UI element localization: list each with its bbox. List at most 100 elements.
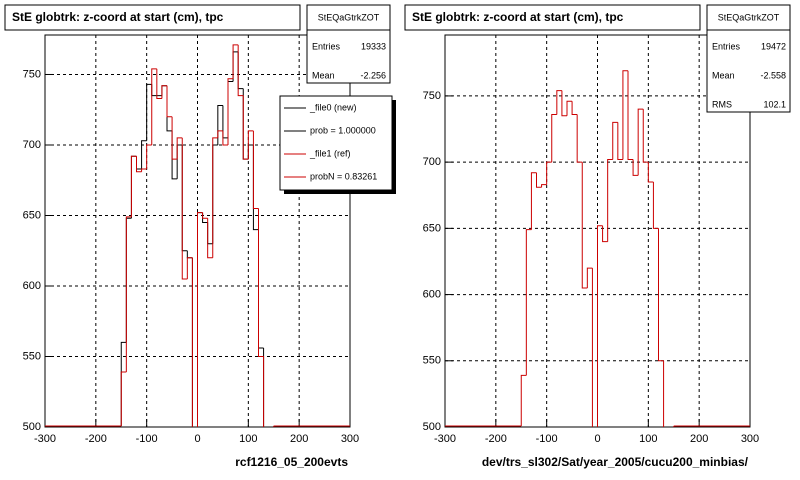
legend-note: prob = 1.000000 <box>310 125 376 135</box>
histogram-bin <box>607 158 613 242</box>
y-tick-label: 600 <box>23 280 41 292</box>
stats-label: Entries <box>312 41 341 51</box>
x-tick-label: 300 <box>741 433 759 445</box>
histogram-bin <box>536 172 542 188</box>
x-tick-label: 200 <box>690 433 708 445</box>
y-tick-label: 750 <box>23 68 41 80</box>
y-tick-label: 750 <box>423 90 441 102</box>
histogram-bin <box>202 212 208 219</box>
histogram-bin <box>242 95 249 160</box>
histogram-bin <box>602 225 608 243</box>
histogram-bin <box>530 172 537 230</box>
x-tick-label: -300 <box>434 433 456 445</box>
x-tick-label: -100 <box>136 433 158 445</box>
histogram-bin <box>263 356 265 427</box>
stats-value: 19472 <box>761 41 786 51</box>
histogram-bin <box>520 374 527 426</box>
stats-value: -2.256 <box>360 70 386 80</box>
histogram-bin <box>161 85 167 99</box>
x-tick-label: 300 <box>341 433 359 445</box>
histogram-bin <box>663 360 665 427</box>
histogram-bin <box>658 228 664 362</box>
histogram-bin <box>612 121 618 160</box>
histogram-bin <box>222 130 228 146</box>
histogram-bin <box>227 78 234 145</box>
legend-note: probN = 0.83261 <box>310 171 377 181</box>
histogram-bin <box>566 100 573 116</box>
x-tick-label: -200 <box>485 433 507 445</box>
histogram-bin <box>581 162 588 289</box>
chart-title: StE globtrk: z-coord at start (cm), tpc <box>12 10 224 24</box>
histogram-bin <box>146 144 152 169</box>
stats-label: Entries <box>712 41 741 51</box>
histogram-bin <box>232 44 239 79</box>
histogram-bin <box>586 267 593 288</box>
histogram-bin <box>247 130 254 160</box>
x-tick-label: 100 <box>239 433 257 445</box>
histogram-bin <box>171 116 178 160</box>
x-tick-label: -200 <box>85 433 107 445</box>
y-tick-label: 600 <box>423 288 441 300</box>
histogram-bin <box>130 155 137 217</box>
histogram-bin <box>622 70 628 160</box>
y-tick-label: 700 <box>23 139 41 151</box>
x-tick-label: 0 <box>194 433 200 445</box>
y-tick-label: 500 <box>423 421 441 433</box>
histogram-bin <box>627 70 634 160</box>
stats-title: StEQaGtrkZOT <box>718 12 780 22</box>
histogram-bin <box>652 182 659 229</box>
histogram-bin <box>141 168 147 172</box>
histogram-bin <box>525 229 532 376</box>
histogram-bin <box>551 113 557 163</box>
histogram-bin <box>237 44 244 97</box>
histogram-bin <box>217 130 223 138</box>
histogram-bin <box>637 108 644 176</box>
histogram-bin <box>632 159 639 176</box>
y-tick-label: 650 <box>23 209 41 221</box>
y-tick-label: 550 <box>423 355 441 367</box>
histogram-bin <box>561 90 567 117</box>
histogram-bin <box>212 137 218 258</box>
histogram-bin <box>647 162 654 183</box>
histogram-bin <box>252 130 259 209</box>
histogram-bin <box>181 137 188 280</box>
histogram-bin <box>120 371 127 426</box>
stats-label: Mean <box>712 70 735 80</box>
histogram-bin <box>156 68 162 99</box>
y-tick-label: 500 <box>23 421 41 433</box>
stats-value: 102.1 <box>763 99 786 109</box>
stats-label: RMS <box>712 99 732 109</box>
histogram-bin <box>141 140 147 169</box>
histogram-group <box>45 44 350 427</box>
stats-title: StEQaGtrkZOT <box>318 12 380 22</box>
histogram-bin <box>576 114 583 163</box>
x-tick-label: 100 <box>639 433 657 445</box>
stats-label: Mean <box>312 70 335 80</box>
histogram-bin <box>642 109 649 163</box>
histogram-bin <box>571 101 578 115</box>
stats-box <box>306 4 391 84</box>
y-tick-label: 550 <box>23 350 41 362</box>
legend-box <box>279 95 393 191</box>
histogram-bin <box>146 83 152 141</box>
histogram-bin <box>186 257 193 279</box>
histogram-bin <box>617 122 623 160</box>
y-tick-label: 700 <box>423 156 441 168</box>
title-box <box>4 4 301 31</box>
x-tick-label: -300 <box>34 433 56 445</box>
histogram-bin <box>191 257 193 427</box>
histogram-group <box>445 70 750 427</box>
x-axis-label: rcf1216_05_200evts <box>235 455 348 469</box>
x-axis-label: dev/trs_sl302/Sat/year_2005/cucu200_minb… <box>482 455 749 469</box>
histogram-bin <box>207 218 213 259</box>
histogram-bin <box>258 208 264 357</box>
histogram-bin <box>197 212 203 427</box>
histogram-bin <box>125 216 132 373</box>
y-tick-label: 650 <box>423 222 441 234</box>
histogram-bin <box>546 161 552 185</box>
histogram-bin <box>166 85 173 118</box>
histogram-bin <box>541 184 547 188</box>
histogram-bin <box>151 68 157 145</box>
histogram-bin <box>591 268 593 427</box>
histogram-bin <box>136 156 142 173</box>
